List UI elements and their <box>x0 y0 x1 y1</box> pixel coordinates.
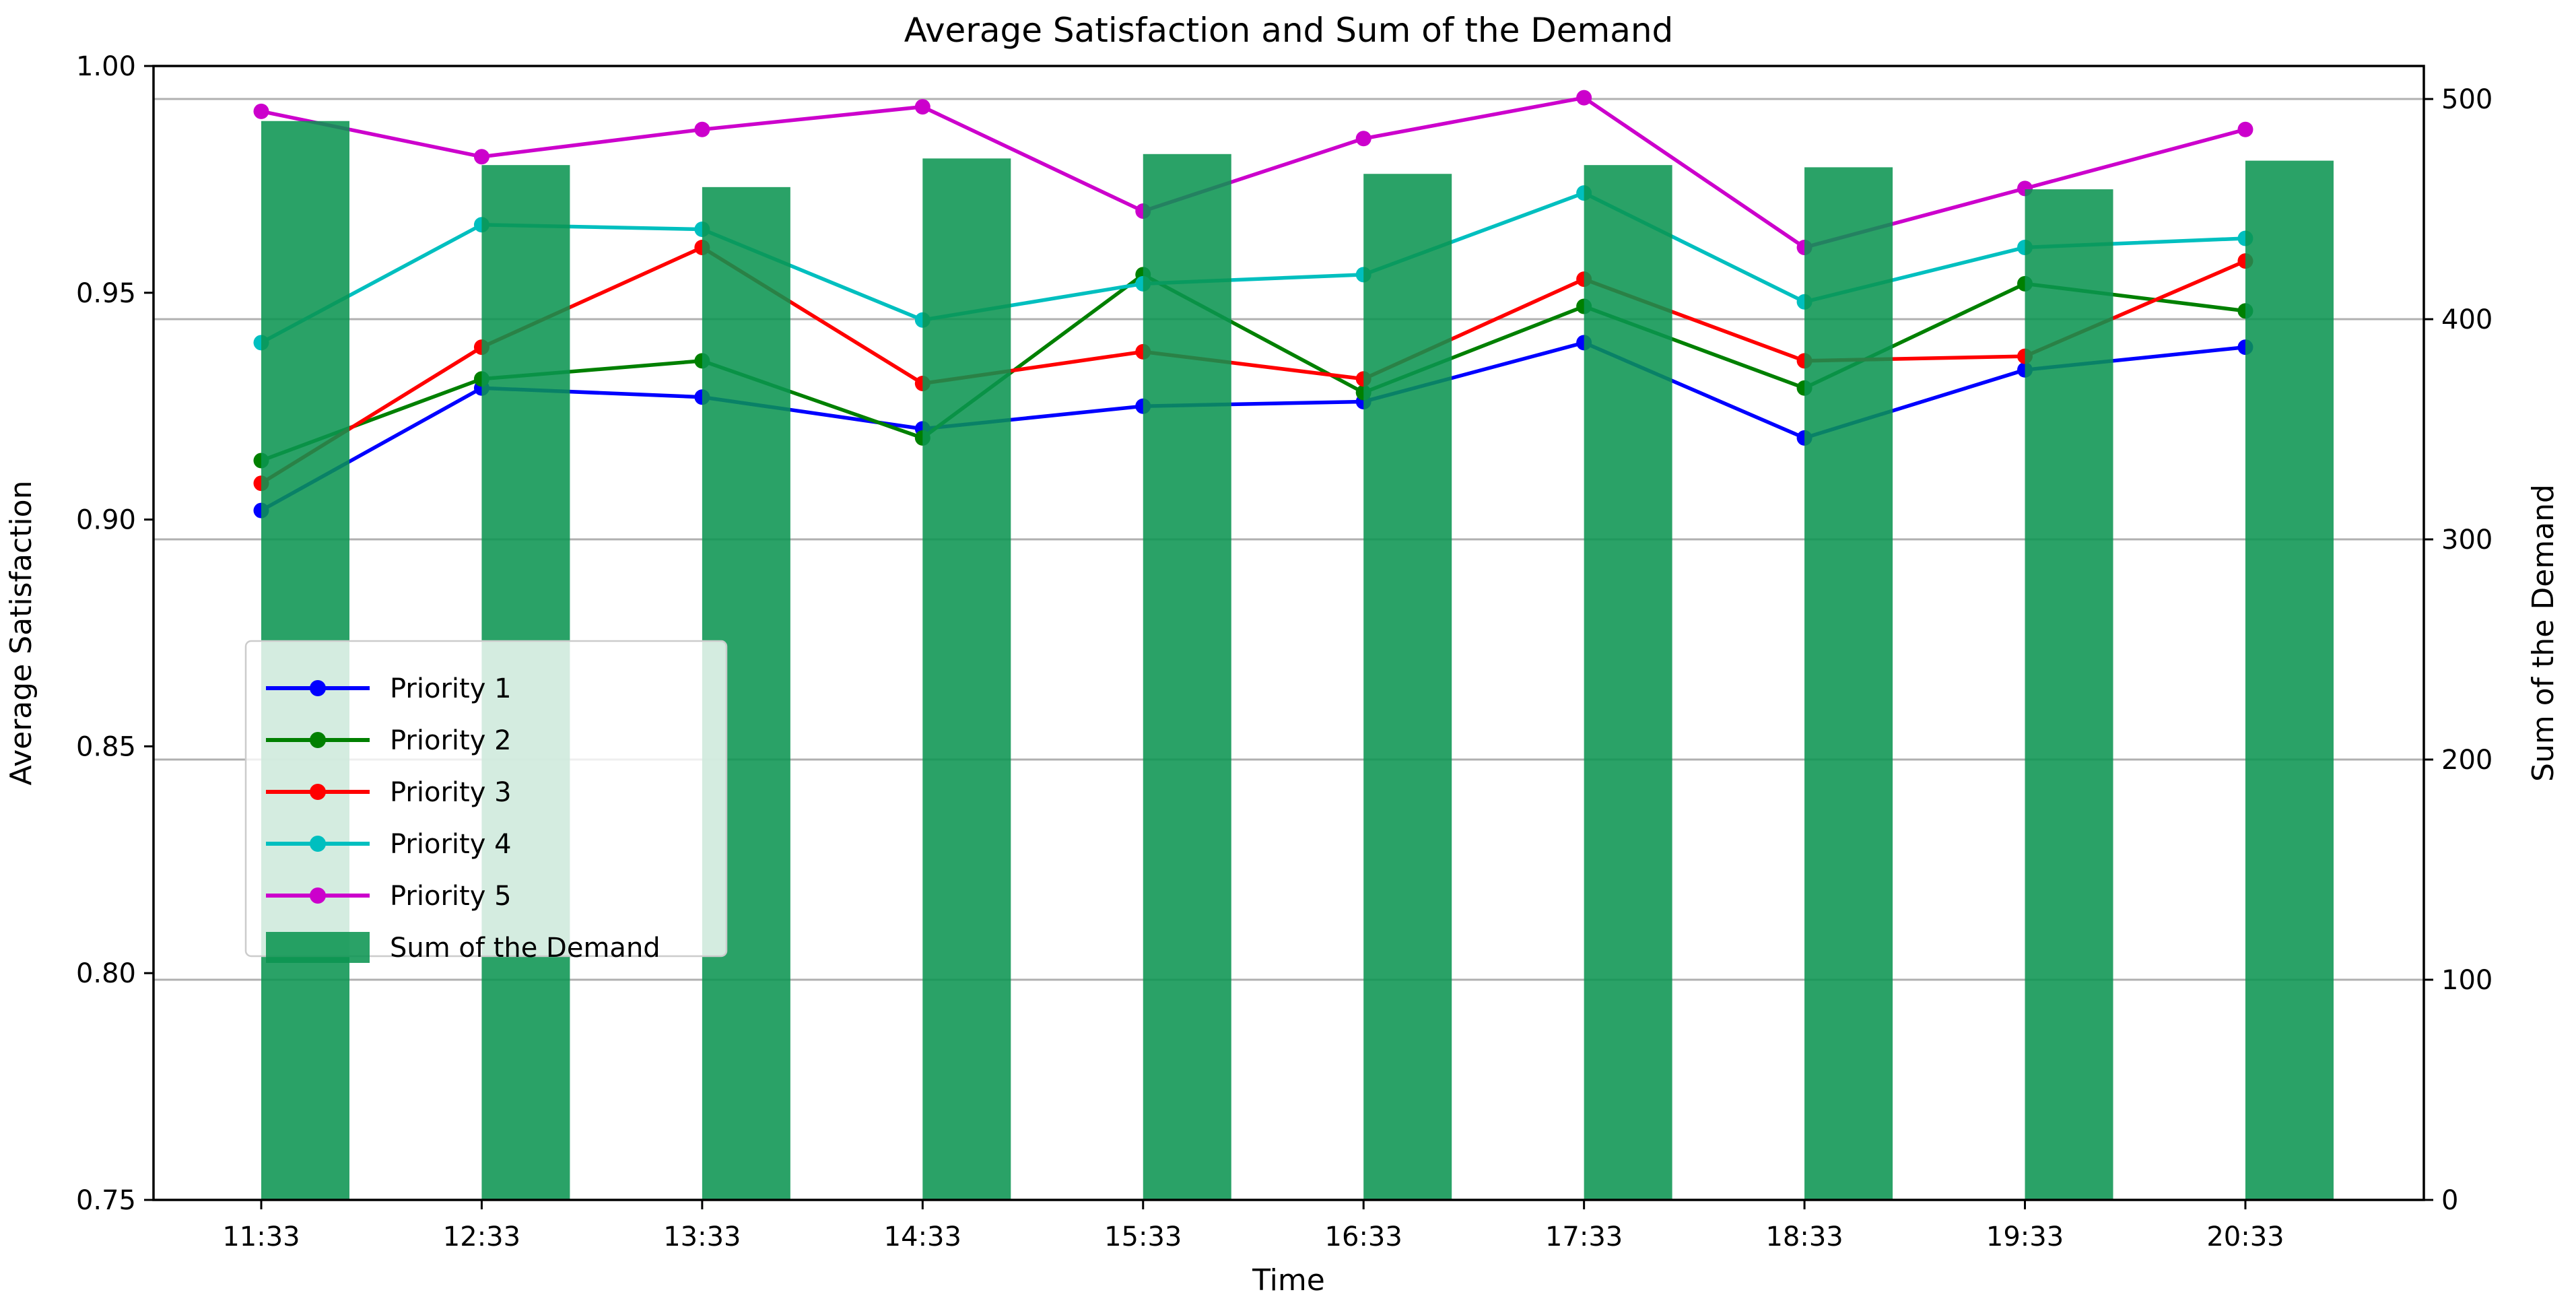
marker-priority-5 <box>694 121 710 137</box>
y-left-tick-label: 0.75 <box>76 1185 136 1216</box>
x-tick-label: 16:33 <box>1325 1221 1402 1252</box>
legend-box <box>244 640 728 958</box>
chart-title: Average Satisfaction and Sum of the Dema… <box>904 11 1674 50</box>
legend-marker-sample <box>310 836 326 852</box>
y-left-tick-label: 0.80 <box>76 958 136 989</box>
bar <box>1584 165 1672 1200</box>
y-left-tick-label: 0.95 <box>76 278 136 309</box>
legend-item-label: Priority 2 <box>390 725 512 756</box>
line-priority-2 <box>259 273 2247 463</box>
marker-priority-5 <box>1355 131 1371 147</box>
x-tick-label: 13:33 <box>663 1221 741 1252</box>
line-priority-4 <box>259 191 2247 345</box>
marker-priority-5 <box>1576 90 1592 106</box>
y-right-tick-label: 400 <box>2441 304 2493 335</box>
x-tick-label: 20:33 <box>2206 1221 2284 1252</box>
bar <box>1363 174 1452 1201</box>
x-tick-label: 19:33 <box>1986 1221 2064 1252</box>
legend-marker-sample <box>310 680 326 696</box>
y-left-axis-label: Average Satisfaction <box>4 481 38 786</box>
y-left-tick-label: 0.85 <box>76 731 136 762</box>
line-priority-3 <box>259 245 2247 485</box>
line-priority-1 <box>259 341 2247 512</box>
legend-item: Priority 5 <box>266 881 512 912</box>
bar <box>1804 167 1893 1200</box>
legend-marker-sample <box>310 887 326 904</box>
legend: Priority 1 Priority 2 Priority 3 Priority 4… <box>244 640 728 964</box>
legend-item: Priority 2 <box>266 725 512 756</box>
y-right-tick-label: 100 <box>2441 965 2493 996</box>
y-right-tick-label: 0 <box>2441 1185 2458 1216</box>
bar <box>1143 154 1231 1200</box>
x-tick-label: 15:33 <box>1104 1221 1182 1252</box>
x-tick-label: 11:33 <box>222 1221 300 1252</box>
legend-item: Sum of the Demand <box>266 932 660 964</box>
x-axis-label: Time <box>1252 1263 1325 1298</box>
y-right-tick-label: 200 <box>2441 745 2493 776</box>
marker-priority-5 <box>2237 121 2253 137</box>
marker-priority-5 <box>473 149 489 165</box>
legend-item-label: Priority 5 <box>390 881 512 912</box>
y-left-tick-label: 1.00 <box>76 51 136 82</box>
x-tick-label: 12:33 <box>443 1221 520 1252</box>
legend-item: Priority 3 <box>266 777 512 808</box>
marker-priority-5 <box>914 99 930 115</box>
legend-item-label: Priority 4 <box>390 829 512 860</box>
y-right-axis-label: Sum of the Demand <box>2526 484 2561 782</box>
y-right-tick-label: 500 <box>2441 84 2493 115</box>
marker-priority-5 <box>253 103 269 119</box>
legend-marker-sample <box>310 732 326 748</box>
x-tick-label: 14:33 <box>884 1221 961 1252</box>
y-right-tick-label: 300 <box>2441 525 2493 556</box>
x-tick-label: 17:33 <box>1545 1221 1623 1252</box>
legend-item-label: Priority 1 <box>390 673 512 704</box>
line-priority-5 <box>259 96 2247 250</box>
plot-border <box>152 65 2425 1201</box>
legend-item: Priority 4 <box>266 829 512 860</box>
legend-marker-sample <box>310 784 326 800</box>
legend-item-label: Priority 3 <box>390 777 512 808</box>
legend-item-label: Sum of the Demand <box>390 933 660 964</box>
x-tick-label: 18:33 <box>1765 1221 1843 1252</box>
legend-bar-sample <box>266 932 370 963</box>
axis-ticks-group: 11:33 12:33 13:33 14:33 15:33 16:33 17:33 18:33… <box>76 51 2493 1252</box>
y-left-tick-label: 0.90 <box>76 505 136 536</box>
legend-item: Priority 1 <box>266 673 512 704</box>
bar <box>922 158 1011 1200</box>
bar <box>2245 160 2334 1200</box>
bar <box>2025 189 2113 1201</box>
